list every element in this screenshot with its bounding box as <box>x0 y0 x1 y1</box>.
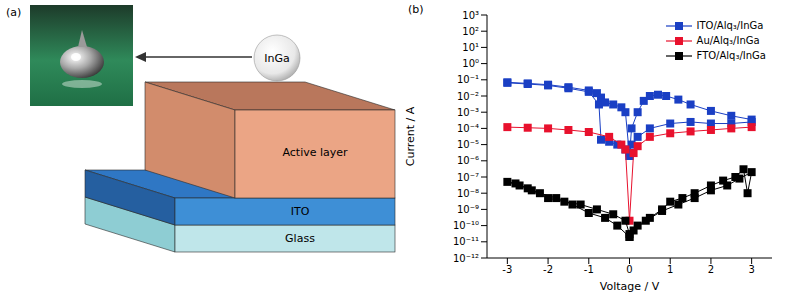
svg-text:10⁻¹¹: 10⁻¹¹ <box>453 236 479 247</box>
svg-text:1: 1 <box>667 264 673 275</box>
svg-text:10⁻⁷: 10⁻⁷ <box>457 172 479 183</box>
svg-text:-2: -2 <box>543 264 553 275</box>
svg-text:10⁻²: 10⁻² <box>457 91 479 102</box>
svg-text:10⁰: 10⁰ <box>462 58 479 69</box>
svg-text:10⁻⁵: 10⁻⁵ <box>457 139 479 150</box>
svg-text:10⁻⁸: 10⁻⁸ <box>457 188 479 199</box>
svg-text:10⁻⁹: 10⁻⁹ <box>457 204 479 215</box>
svg-text:Voltage / V: Voltage / V <box>600 280 660 292</box>
svg-text:Active layer: Active layer <box>282 146 348 159</box>
svg-text:10⁻³: 10⁻³ <box>457 107 479 118</box>
svg-text:10⁻⁴: 10⁻⁴ <box>457 123 479 134</box>
svg-text:3: 3 <box>748 264 754 275</box>
svg-text:10⁻¹: 10⁻¹ <box>457 74 479 85</box>
svg-text:(a): (a) <box>6 6 21 19</box>
svg-text:Glass: Glass <box>285 232 315 245</box>
svg-text:InGa: InGa <box>264 52 289 65</box>
svg-text:10³: 10³ <box>462 10 479 21</box>
html-text:FTO/Alq₃/InGa: FTO/Alq₃/InGa <box>696 50 766 61</box>
svg-text:-1: -1 <box>584 264 594 275</box>
svg-text:0: 0 <box>626 264 632 275</box>
svg-text:2: 2 <box>708 264 714 275</box>
html-text:(b): (b) <box>408 3 424 16</box>
svg-text:10⁻¹²: 10⁻¹² <box>453 253 479 264</box>
svg-text:10²: 10² <box>462 26 479 37</box>
html-text:ITO/Alq₃/InGa: ITO/Alq₃/InGa <box>696 20 764 31</box>
svg-text:10¹: 10¹ <box>462 42 479 53</box>
svg-text:10⁻¹⁰: 10⁻¹⁰ <box>453 220 479 231</box>
svg-text:10⁻⁶: 10⁻⁶ <box>457 155 479 166</box>
svg-text:ITO: ITO <box>291 205 310 218</box>
svg-text:-3: -3 <box>502 264 512 275</box>
svg-text:Current / A: Current / A <box>404 106 417 166</box>
html-text:Au/Alq₃/InGa: Au/Alq₃/InGa <box>696 35 760 46</box>
